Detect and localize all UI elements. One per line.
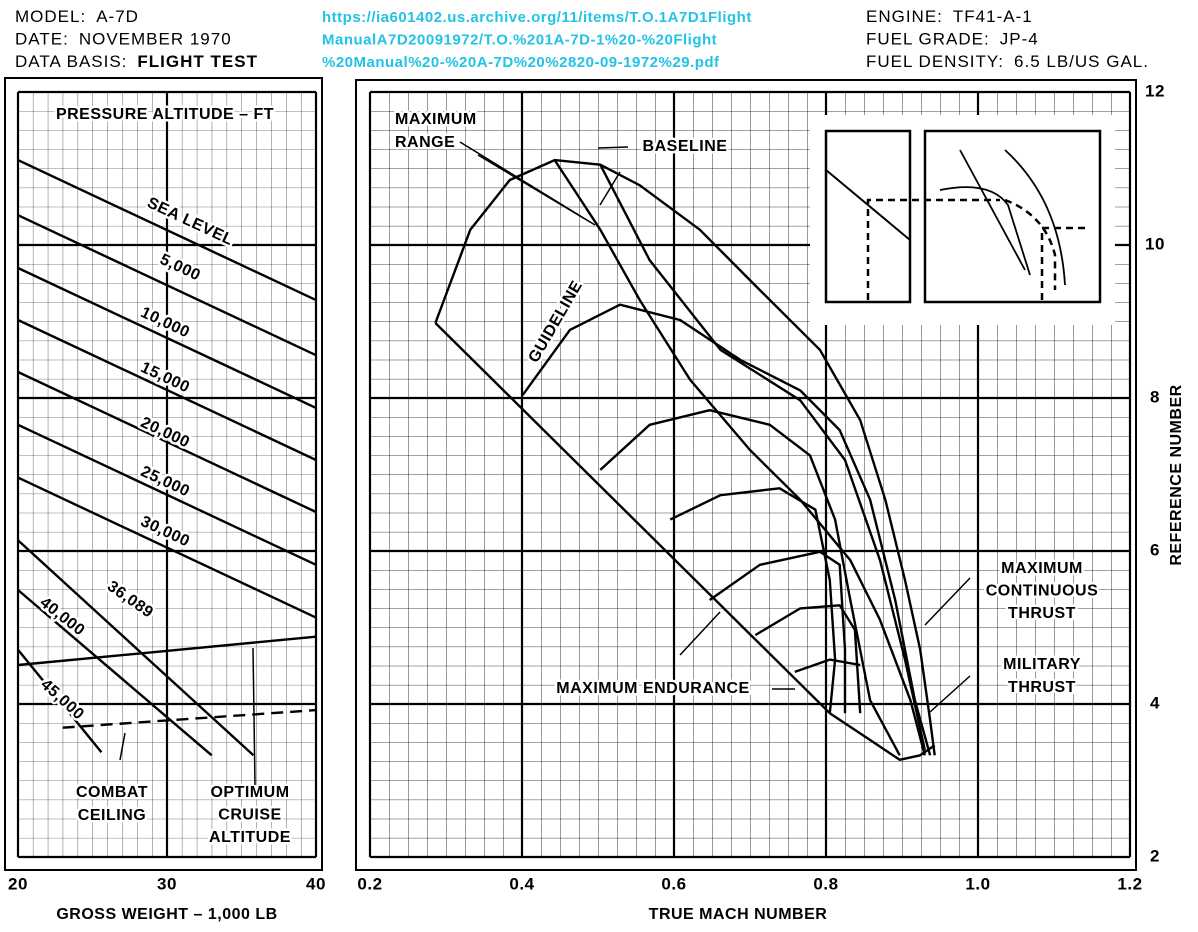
curve: [17, 266, 317, 409]
inset-curves: [939, 149, 1066, 286]
curve: [17, 539, 255, 757]
curve: [17, 370, 317, 514]
x-tick-label: 30: [157, 874, 177, 893]
x-tick-label: 0.8: [813, 874, 838, 893]
header-line: DATE: NOVEMBER 1970: [15, 30, 232, 49]
annotation: PRESSURE ALTITUDE – FT: [56, 106, 274, 123]
inset-box: [923, 129, 1102, 304]
header-value: TF41-A-1: [953, 7, 1033, 26]
curve: [17, 214, 317, 357]
curve: [17, 648, 103, 753]
header-label: ENGINE:: [866, 7, 943, 26]
header-label: FUEL GRADE:: [866, 30, 990, 49]
y-tick-label: 4: [1150, 693, 1160, 712]
inset-line: [825, 169, 911, 241]
inset-box: [824, 129, 912, 304]
x-tick-label: 1.0: [965, 874, 990, 893]
y-axis-title: REFERENCE NUMBER: [1168, 384, 1185, 565]
x-axis-title: TRUE MACH NUMBER: [649, 906, 828, 923]
y-tick-label: 12: [1145, 81, 1165, 100]
header-value: A-7D: [96, 7, 139, 26]
y-tick-label: 2: [1150, 846, 1160, 865]
header-value: 6.5 LB/US GAL.: [1014, 52, 1149, 71]
curve: [17, 635, 317, 667]
curve: [17, 159, 317, 302]
annotation: MAXIMUM: [1001, 560, 1083, 577]
curve: [553, 159, 926, 756]
curve: [434, 158, 936, 756]
y-tick-label: 6: [1150, 540, 1160, 559]
right-frame: [355, 79, 1137, 871]
header-line: MODEL: A-7D: [15, 7, 139, 26]
source-url: ManualA7D20091972/T.O.%201A-7D-1%20-%20F…: [322, 31, 717, 48]
x-tick-label: 0.4: [509, 874, 534, 893]
curve: [17, 318, 317, 462]
annotation: MAXIMUM: [395, 111, 477, 128]
y-tick-label: 8: [1150, 387, 1160, 406]
curve: [709, 550, 847, 714]
annotation: MAXIMUM ENDURANCE: [556, 680, 749, 697]
header-line: FUEL GRADE: JP-4: [866, 30, 1039, 49]
x-tick-label: 0.6: [661, 874, 686, 893]
header-value: FLIGHT TEST: [137, 52, 258, 71]
source-url: %20Manual%20-%20A-7D%20%2820-09-1972%29.…: [322, 54, 720, 71]
curve: [754, 604, 862, 714]
header-line: ENGINE: TF41-A-1: [866, 7, 1033, 26]
x-axis-title: GROSS WEIGHT – 1,000 LB: [56, 906, 277, 923]
left-frame: [4, 77, 323, 871]
annotation: MILITARY: [1003, 656, 1081, 673]
annotation: OPTIMUM: [210, 784, 289, 801]
curve: [17, 476, 317, 619]
annotation: CONTINUOUS: [986, 583, 1099, 600]
y-tick-label: 10: [1145, 234, 1165, 253]
inset-bg: [810, 115, 1115, 325]
header-label: MODEL:: [15, 7, 86, 26]
inset-arrow: [866, 198, 1000, 300]
annotation: THRUST: [1008, 679, 1076, 696]
curve: [434, 322, 831, 715]
annotation: THRUST: [1008, 605, 1076, 622]
curve: [521, 303, 932, 756]
curve: [17, 423, 317, 566]
header-value: JP-4: [1000, 30, 1039, 49]
header-label: FUEL DENSITY:: [866, 52, 1004, 71]
leader-lines: [119, 141, 971, 786]
curve: [599, 409, 901, 756]
annotation: COMBAT: [76, 784, 148, 801]
curve: [599, 164, 926, 751]
curve: [17, 589, 213, 757]
x-tick-label: 20: [8, 874, 28, 893]
source-url: https://ia601402.us.archive.org/11/items…: [322, 9, 752, 26]
header-label: DATE:: [15, 30, 69, 49]
inset-arrow: [1004, 198, 1085, 300]
x-tick-label: 1.2: [1117, 874, 1142, 893]
annotation: BASELINE: [643, 138, 728, 155]
leader: [119, 141, 971, 786]
header-value: NOVEMBER 1970: [79, 30, 232, 49]
annotation: RANGE: [395, 134, 455, 151]
curve: [62, 708, 317, 729]
annotation: CRUISE: [218, 807, 281, 824]
inset-diagram: [810, 115, 1115, 325]
header-label: DATA BASIS:: [15, 52, 127, 71]
x-tick-label: 0.2: [357, 874, 382, 893]
annotation: CEILING: [78, 807, 146, 824]
curve: [794, 658, 861, 674]
header-line: FUEL DENSITY: 6.5 LB/US GAL.: [866, 52, 1149, 71]
header-line: DATA BASIS: FLIGHT TEST: [15, 52, 258, 71]
x-tick-label: 40: [306, 874, 326, 893]
annotation: ALTITUDE: [209, 829, 291, 846]
